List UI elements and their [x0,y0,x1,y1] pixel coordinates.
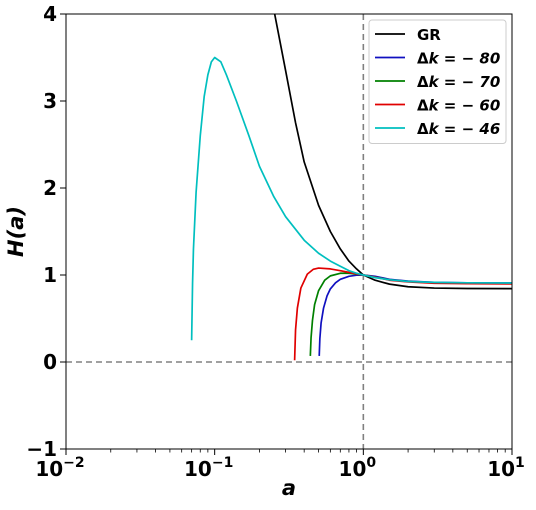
series-line-5 [190,56,512,341]
plot-frame [65,13,513,450]
y-axis-ticks: −1 0 1 2 3 4 [26,2,66,461]
legend-label-1: GR [417,26,441,44]
x-axis-ticks: 10−2 10−1 100 101 [35,449,525,481]
legend-label-4: Δk = − 60 [417,97,500,115]
y-tick-label: 4 [43,2,57,26]
y-tick-label: 2 [43,176,57,200]
legend-box [368,19,507,144]
legend-label-5: Δk = − 46 [417,120,500,138]
x-tick-label: 100 [339,455,377,481]
legend: GR Δk = − 80 Δk = − 70 Δk = − 60 Δk = − 46 [368,19,507,144]
series-layer [190,14,512,361]
legend-label-2: Δk = − 80 [417,50,500,68]
x-tick-label: 10−2 [35,455,84,481]
x-tick-label: 101 [487,455,525,481]
x-tick-label: 10−1 [184,455,233,481]
y-tick-label: 1 [43,263,57,287]
series-line-1 [273,14,512,290]
legend-label-3: Δk = − 70 [417,73,500,91]
y-tick-label: 3 [43,89,57,113]
y-axis-label: H(a) [4,206,28,257]
y-tick-label: 0 [43,350,57,374]
x-axis-label: a [282,476,296,500]
reference-lines [66,14,512,449]
y-tick-label: −1 [26,437,57,461]
